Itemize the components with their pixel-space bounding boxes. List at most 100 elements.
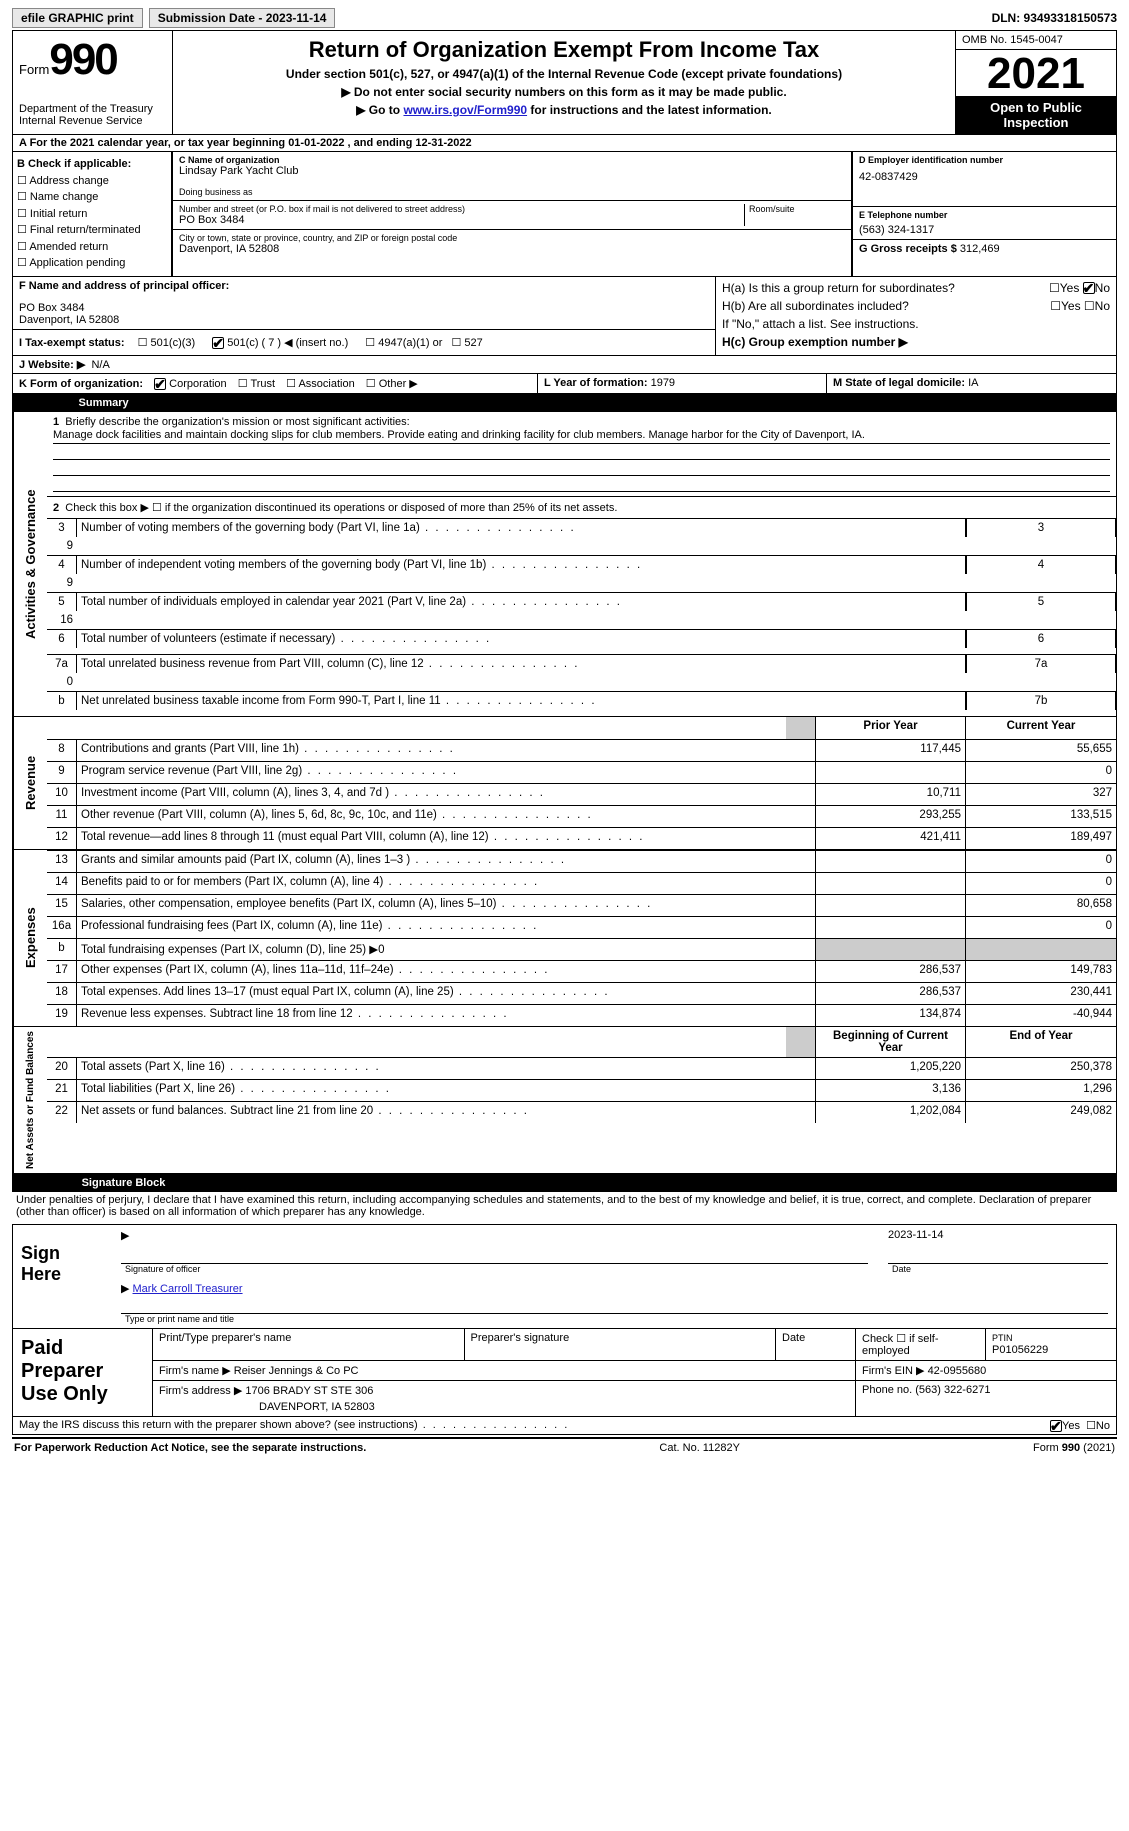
lbl-room: Room/suite <box>745 204 845 226</box>
chk-527[interactable]: ☐ 527 <box>451 337 482 349</box>
box-deg: D Employer identification number 42-0837… <box>852 152 1117 277</box>
line-klm: K Form of organization: Corporation ☐ Tr… <box>12 374 1117 394</box>
chk-pending[interactable]: ☐ Application pending <box>17 255 167 272</box>
submission-date-button[interactable]: Submission Date - 2023-11-14 <box>149 8 336 28</box>
pp-ptin: P01056229 <box>992 1344 1048 1356</box>
header-sub2: ▶ Do not enter social security numbers o… <box>179 85 949 99</box>
table-row: bNet unrelated business taxable income f… <box>47 691 1116 716</box>
table-row: 14Benefits paid to or for members (Part … <box>47 872 1116 894</box>
footer-right: Form 990 (2021) <box>1033 1442 1115 1454</box>
table-row: 4Number of independent voting members of… <box>47 555 1116 592</box>
q1: 1 Briefly describe the organization's mi… <box>47 412 1116 496</box>
h-note: If "No," attach a list. See instructions… <box>722 317 1110 331</box>
lbl-org-name: C Name of organization <box>179 155 845 165</box>
discuss-yesno[interactable]: Yes ☐No <box>1050 1419 1110 1432</box>
pp-sig-lbl: Preparer's signature <box>465 1329 777 1360</box>
line-a-period: A For the 2021 calendar year, or tax yea… <box>12 135 1117 152</box>
sig-date-val: 2023-11-14 <box>888 1229 1108 1245</box>
chk-address[interactable]: ☐ Address change <box>17 173 167 190</box>
footer-left: For Paperwork Reduction Act Notice, see … <box>14 1442 366 1454</box>
firm-name: Reiser Jennings & Co PC <box>234 1365 359 1377</box>
part2-title: Signature Block <box>82 1177 166 1189</box>
form-number: 990 <box>49 35 116 84</box>
page-footer: For Paperwork Reduction Act Notice, see … <box>12 1437 1117 1457</box>
header-right: OMB No. 1545-0047 2021 Open to Public In… <box>956 31 1116 134</box>
sub3-post: for instructions and the latest informat… <box>527 103 772 117</box>
table-row: 15Salaries, other compensation, employee… <box>47 894 1116 916</box>
pp-check[interactable]: Check ☐ if self-employed <box>856 1329 986 1360</box>
lbl-street: Number and street (or P.O. box if mail i… <box>179 204 740 214</box>
chk-corp[interactable]: Corporation <box>154 378 227 390</box>
hb-row: H(b) Are all subordinates included? ☐Yes… <box>722 299 1110 313</box>
table-row: 17Other expenses (Part IX, column (A), l… <box>47 960 1116 982</box>
efile-print-button[interactable]: efile GRAPHIC print <box>12 8 143 28</box>
lbl-city: City or town, state or province, country… <box>179 233 845 243</box>
side-na: Net Assets or Fund Balances <box>13 1027 47 1173</box>
tax-year: 2021 <box>956 52 1116 96</box>
irs-link[interactable]: www.irs.gov/Form990 <box>403 103 527 117</box>
lbl-tax-status: I Tax-exempt status: <box>19 337 125 349</box>
discuss-row: May the IRS discuss this return with the… <box>12 1417 1117 1435</box>
sig-date-lbl: Date <box>888 1263 1108 1274</box>
line-j: J Website: ▶ N/A <box>12 356 1117 374</box>
mission-text: Manage dock facilities and maintain dock… <box>53 428 1110 444</box>
table-row: 18Total expenses. Add lines 13–17 (must … <box>47 982 1116 1004</box>
pp-name-lbl: Print/Type preparer's name <box>153 1329 465 1360</box>
chk-4947[interactable]: ☐ 4947(a)(1) or <box>365 337 442 349</box>
box-c: C Name of organization Lindsay Park Yach… <box>172 152 852 277</box>
header-left: Form990 Department of the Treasury Inter… <box>13 31 173 134</box>
table-row: 16aProfessional fundraising fees (Part I… <box>47 916 1116 938</box>
chk-amended[interactable]: ☐ Amended return <box>17 239 167 256</box>
table-row: 10Investment income (Part VIII, column (… <box>47 783 1116 805</box>
phone-value: (563) 324-1317 <box>859 224 1110 236</box>
officer-line1: PO Box 3484 <box>19 302 709 314</box>
table-row: 9Program service revenue (Part VIII, lin… <box>47 761 1116 783</box>
hc-row: H(c) Group exemption number ▶ <box>722 335 1110 349</box>
sub3-pre: ▶ Go to <box>356 103 403 117</box>
part1-label: Part I <box>21 397 61 409</box>
gross-value: 312,469 <box>960 243 1000 255</box>
box-b: B Check if applicable: ☐ Address change … <box>12 152 172 277</box>
side-exp: Expenses <box>13 850 47 1026</box>
footer-mid: Cat. No. 11282Y <box>659 1442 740 1454</box>
part2-bar: Part II Signature Block <box>12 1174 1117 1192</box>
hdr-end: End of Year <box>966 1027 1116 1057</box>
city-value: Davenport, IA 52808 <box>179 243 845 255</box>
box-b-title: B Check if applicable: <box>17 156 167 173</box>
box-k: K Form of organization: Corporation ☐ Tr… <box>13 374 538 393</box>
hdr-beg: Beginning of Current Year <box>816 1027 966 1057</box>
dept-irs: Internal Revenue Service <box>19 115 166 127</box>
ha-yesno[interactable]: ☐Yes No <box>1049 281 1110 295</box>
chk-501c3[interactable]: ☐ 501(c)(3) <box>138 337 196 349</box>
chk-name[interactable]: ☐ Name change <box>17 189 167 206</box>
hdr-prior: Prior Year <box>816 717 966 739</box>
chk-initial[interactable]: ☐ Initial return <box>17 206 167 223</box>
paid-label: Paid Preparer Use Only <box>13 1329 153 1416</box>
form-title: Return of Organization Exempt From Incom… <box>179 37 949 63</box>
section-fh: F Name and address of principal officer:… <box>12 277 1117 356</box>
firm-addr2: DAVENPORT, IA 52803 <box>259 1401 849 1413</box>
street-value: PO Box 3484 <box>179 214 740 226</box>
hdr-curr: Current Year <box>966 717 1116 739</box>
side-rev: Revenue <box>13 717 47 849</box>
sig-officer-line[interactable]: Signature of officer <box>121 1263 868 1274</box>
table-row: 12Total revenue—add lines 8 through 11 (… <box>47 827 1116 849</box>
officer-line2: Davenport, IA 52808 <box>19 314 709 326</box>
topbar: efile GRAPHIC print Submission Date - 20… <box>12 8 1117 28</box>
q2: 2 Check this box ▶ ☐ if the organization… <box>47 496 1116 518</box>
lbl-gross: G Gross receipts $ <box>859 243 957 255</box>
form-word: Form <box>19 62 49 77</box>
header-sub3: ▶ Go to www.irs.gov/Form990 for instruct… <box>179 103 949 117</box>
table-row: 3Number of voting members of the governi… <box>47 518 1116 555</box>
ha-row: H(a) Is this a group return for subordin… <box>722 281 1110 295</box>
table-row: 22Net assets or fund balances. Subtract … <box>47 1101 1116 1123</box>
chk-final[interactable]: ☐ Final return/terminated <box>17 222 167 239</box>
chk-assoc[interactable]: ☐ Association <box>286 378 355 390</box>
section-bcd: B Check if applicable: ☐ Address change … <box>12 152 1117 277</box>
chk-trust[interactable]: ☐ Trust <box>238 378 275 390</box>
chk-501c[interactable]: 501(c) ( 7 ) ◀ (insert no.) <box>212 337 348 349</box>
chk-other[interactable]: ☐ Other ▶ <box>366 378 418 390</box>
hb-yesno[interactable]: ☐Yes ☐No <box>1050 299 1110 313</box>
dln-label: DLN: 93493318150573 <box>992 11 1117 25</box>
firm-phone: (563) 322-6271 <box>915 1384 990 1396</box>
